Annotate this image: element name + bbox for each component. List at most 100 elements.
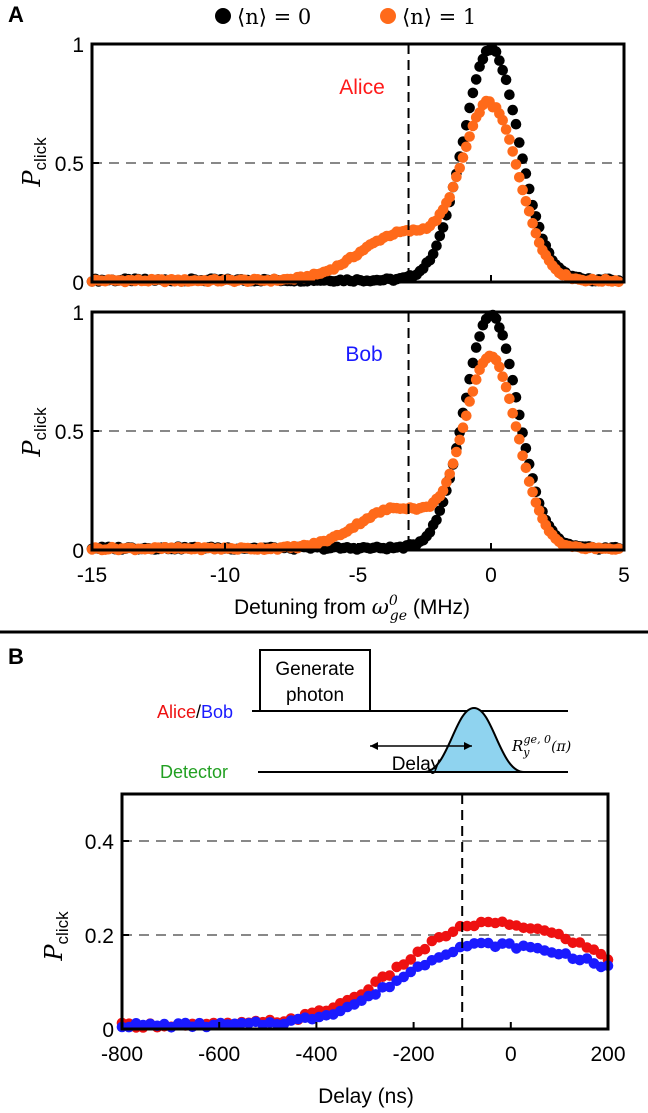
plot-alice: 0 0.5 1 Alice (55, 34, 626, 295)
data-point (507, 374, 518, 386)
data-point (527, 218, 538, 229)
ylabel-a-top: Pclick (18, 137, 50, 188)
svg-text:Pclick: Pclick (18, 137, 50, 188)
data-point (451, 446, 462, 458)
data-point (517, 184, 528, 196)
data-point (464, 102, 475, 114)
data-point (497, 330, 509, 341)
data-point (494, 361, 505, 373)
data-point (520, 196, 532, 207)
plot-bob: 0 0.5 1 -15 -10 -5 0 5 Bob (55, 302, 630, 587)
y-tick-label: 0.5 (55, 153, 84, 176)
legend: ⟨n⟩ = 0 ⟨n⟩ = 1 (215, 5, 476, 29)
data-point (437, 485, 449, 497)
data-point (431, 240, 442, 251)
data-point (500, 74, 512, 86)
data-point (444, 468, 456, 480)
box-line1: Generate (275, 659, 354, 680)
data-point (467, 87, 479, 99)
y-tick-label: 0.5 (55, 421, 84, 444)
data-point (451, 171, 462, 183)
box-line2: photon (286, 685, 344, 706)
legend-marker-n0 (215, 8, 231, 24)
y-tick-label: 0.4 (85, 831, 115, 854)
data-point (405, 954, 417, 965)
data-point (490, 46, 502, 57)
data-point (514, 172, 525, 183)
legend-label-n0: ⟨n⟩ = 0 (237, 5, 311, 29)
data-point (523, 206, 535, 217)
data-point (444, 192, 456, 203)
x-tick-label: 0 (485, 564, 497, 587)
data-point (530, 228, 542, 239)
x-tick-label: -800 (101, 1043, 143, 1066)
data-point (461, 410, 472, 422)
data-point (533, 505, 545, 516)
data-point (500, 343, 512, 355)
data-point (467, 386, 479, 397)
x-tick-label: 200 (590, 1043, 625, 1066)
data-point (419, 943, 431, 955)
data-point (470, 74, 482, 85)
data-point (490, 313, 502, 324)
data-point (504, 134, 515, 145)
data-point (470, 374, 482, 385)
data-point (454, 434, 466, 446)
data-point (497, 114, 509, 126)
data-point (497, 371, 509, 383)
data-point (464, 396, 475, 407)
x-tick-label: -200 (393, 1043, 435, 1066)
data-point (500, 381, 512, 393)
data-point (514, 434, 525, 445)
panel-a-label: A (8, 2, 24, 27)
data-point (384, 981, 396, 993)
legend-label-n1: ⟨n⟩ = 1 (402, 5, 476, 29)
y-tick-label: 0.2 (85, 925, 114, 948)
data-point (507, 104, 518, 116)
plot-delay: 0 0.2 0.4 -800 -600 -400 -200 0 200 (85, 792, 626, 1066)
pulse-label: Ryge, 0(π) (511, 733, 571, 759)
x-tick-label: -10 (210, 564, 240, 587)
data-point (527, 486, 538, 498)
plot-annotation: Bob (345, 343, 382, 366)
svg-text:Pclick: Pclick (18, 407, 50, 458)
data-point (523, 476, 535, 487)
ylabel-a-bottom: Pclick (18, 407, 50, 458)
data-point (474, 331, 485, 342)
ylabel-b: Pclick (40, 911, 72, 962)
y-tick-label: 1 (72, 302, 84, 325)
data-point (517, 450, 528, 462)
data-point (467, 120, 479, 132)
detector-pulse (423, 706, 525, 773)
data-point (447, 926, 459, 938)
svg-text:Pclick: Pclick (40, 911, 72, 962)
data-point (434, 505, 446, 516)
data-point (504, 89, 515, 100)
x-tick-label: -400 (295, 1043, 337, 1066)
delay-label: Delay (392, 754, 441, 775)
x-tick-label: 5 (618, 564, 630, 587)
data-point (504, 393, 515, 405)
y-tick-label: 0 (72, 272, 84, 295)
data-point (437, 222, 449, 233)
data-point (467, 357, 479, 369)
panel-b-label: B (8, 644, 24, 669)
generate-photon-box (259, 649, 371, 712)
data-point (507, 146, 518, 157)
x-tick-label: -15 (77, 564, 107, 587)
plot-annotation: Alice (339, 76, 385, 99)
data-point (497, 64, 509, 76)
data-point (520, 462, 532, 474)
data-point (457, 422, 469, 434)
data-point (494, 55, 505, 66)
alice-bob-label: Alice/Bob (157, 702, 233, 722)
data-point (457, 152, 469, 163)
y-tick-label: 0 (102, 1019, 114, 1042)
xlabel-b: Delay (ns) (318, 1085, 414, 1108)
xlabel-a: Detuning from ω0 ge (MHz) (234, 593, 470, 624)
data-point (370, 989, 381, 1000)
data-point (470, 342, 482, 353)
data-point (507, 407, 518, 419)
